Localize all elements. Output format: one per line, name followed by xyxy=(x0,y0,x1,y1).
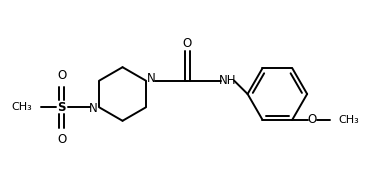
Text: S: S xyxy=(57,101,66,114)
Text: CH₃: CH₃ xyxy=(11,102,32,112)
Text: N: N xyxy=(89,102,98,115)
Text: O: O xyxy=(308,113,317,126)
Text: CH₃: CH₃ xyxy=(338,115,359,125)
Text: NH: NH xyxy=(218,74,236,87)
Text: O: O xyxy=(57,133,66,146)
Text: O: O xyxy=(57,69,66,82)
Text: N: N xyxy=(147,72,156,85)
Text: O: O xyxy=(183,37,192,50)
